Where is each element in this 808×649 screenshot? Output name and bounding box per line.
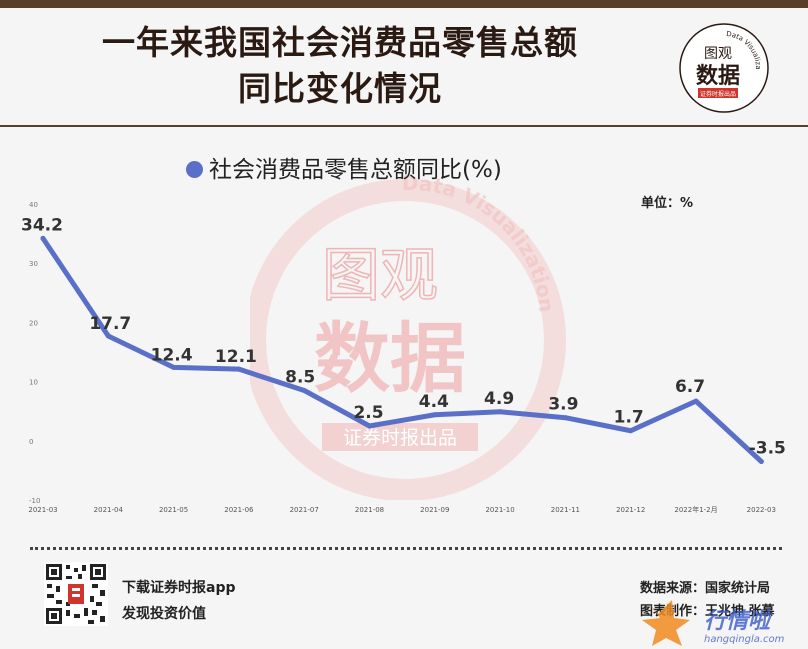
data-label: 8.5 <box>285 367 315 387</box>
y-tick-label: 40 <box>29 201 38 209</box>
watermark-tag: 证券时报出品 <box>343 427 457 449</box>
line-chart: -10 0 10 20 30 40 2021-03 2021-04 2021-05 2021-06… <box>21 201 786 514</box>
title-line-1: 一年来我国社会消费品零售总额 <box>102 23 578 62</box>
y-tick-label: 30 <box>29 260 38 268</box>
x-tick-label: 2021-07 <box>290 506 319 514</box>
y-tick-label: -10 <box>29 497 40 505</box>
x-tick-label: 2021-09 <box>420 506 449 514</box>
chart-legend: 社会消费品零售总额同比(%) <box>186 150 502 184</box>
data-point <box>432 412 438 418</box>
data-point <box>628 428 634 434</box>
legend-label: 社会消费品零售总额同比(%) <box>209 157 502 183</box>
corner-brand: 行情啦 <box>704 608 773 634</box>
data-label: 2.5 <box>353 403 383 423</box>
qr-code <box>44 562 108 626</box>
data-label: 4.4 <box>419 392 449 412</box>
app-line-1: 下载证券时报app <box>122 580 236 596</box>
x-tick-label: 2021-12 <box>616 506 645 514</box>
data-label: 3.9 <box>548 395 578 415</box>
watermark-top: 图观 <box>322 241 438 309</box>
x-tick-label: 2021-11 <box>551 506 580 514</box>
tuguan-logo: Data Visualization 图观 数据 证券时报出品 <box>678 22 769 113</box>
x-tick-label: 2021-06 <box>224 506 254 514</box>
unit-label: 单位：% <box>641 196 694 211</box>
data-point <box>236 366 242 372</box>
data-point <box>758 459 764 465</box>
corner-star-icon <box>642 600 690 646</box>
data-label: 12.1 <box>215 347 257 367</box>
title-divider <box>0 125 808 127</box>
title-line-2: 同比变化情况 <box>238 69 442 108</box>
data-label: 6.7 <box>675 377 705 397</box>
y-tick-label: 10 <box>29 379 38 387</box>
watermark-main: 数据 <box>314 314 466 403</box>
y-tick-label: 0 <box>29 438 33 446</box>
data-point <box>693 398 699 404</box>
data-point <box>171 364 177 370</box>
logo-text-top: 图观 <box>704 46 732 62</box>
data-label: 12.4 <box>151 345 193 365</box>
x-tick-label: 2021-04 <box>94 506 124 514</box>
data-label: 34.2 <box>21 215 63 235</box>
x-tick-label: 2021-08 <box>355 506 384 514</box>
data-point <box>497 409 503 415</box>
x-tick-label: 2021-10 <box>485 506 514 514</box>
app-line-2: 发现投资价值 <box>122 606 206 622</box>
data-label: 4.9 <box>484 389 514 409</box>
data-label: 17.7 <box>89 314 131 334</box>
x-tick-label: 2021-03 <box>28 506 57 514</box>
data-source: 数据来源：国家统计局 <box>640 581 771 596</box>
data-point <box>105 333 111 339</box>
x-tick-label: 2021-05 <box>159 506 188 514</box>
x-tick-label: 2022年1-2月 <box>674 505 717 514</box>
data-label: 1.7 <box>614 408 644 428</box>
data-label: -3.5 <box>749 439 786 459</box>
data-point <box>301 387 307 393</box>
corner-watermark: 行情啦 hangqingla.com <box>642 600 785 646</box>
x-tick-label: 2022-03 <box>747 506 776 514</box>
series-line <box>40 235 764 465</box>
top-bar <box>0 0 808 8</box>
legend-marker <box>186 161 203 178</box>
data-point <box>367 423 372 429</box>
page-title: 一年来我国社会消费品零售总额 同比变化情况 <box>20 20 660 112</box>
dotted-divider <box>30 547 782 550</box>
logo-text-main: 数据 <box>696 63 740 89</box>
watermark: Data Visualization 图观 数据 证券时报出品 <box>250 171 566 500</box>
data-point <box>562 415 568 421</box>
corner-url: hangqingla.com <box>704 634 785 645</box>
data-point <box>40 235 46 241</box>
y-tick-label: 20 <box>29 319 38 327</box>
logo-tag: 证券时报出品 <box>700 90 736 98</box>
